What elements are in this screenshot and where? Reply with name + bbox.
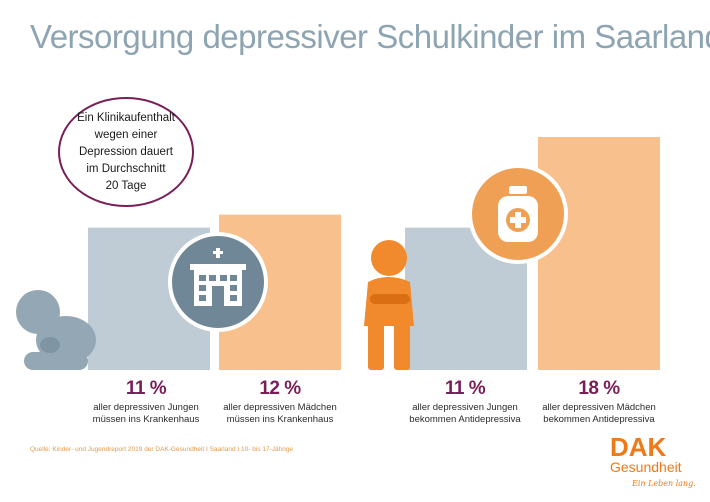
info-line: Ein Klinikaufenthalt <box>77 111 175 124</box>
hospital-icon <box>168 232 268 332</box>
bar-girls-antidepressants <box>538 137 660 370</box>
sad-child-sitting-icon <box>16 290 96 370</box>
info-callout: Ein Klinikaufenthalt wegen einer Depress… <box>58 97 194 207</box>
logo-slogan: Ein Leben lang. <box>631 479 696 488</box>
stat-description: aller depressiven Mädchen bekommen Antid… <box>524 402 674 426</box>
stat-desc-line: müssen ins Krankenhaus <box>92 414 200 425</box>
stat-desc-line: aller depressiven Jungen <box>412 402 518 413</box>
stat-percent: 12 % <box>259 378 301 399</box>
info-line: wegen einer <box>94 128 158 141</box>
info-line: im Durchschnitt <box>86 162 166 175</box>
stat-desc-line: bekommen Antidepressiva <box>543 414 655 425</box>
info-line: Depression dauert <box>79 145 173 158</box>
sad-child-standing-icon <box>364 240 414 370</box>
stat-desc-line: aller depressiven Mädchen <box>223 402 337 413</box>
stat-girls-antidepressants: 18 % aller depressiven Mädchen bekommen … <box>524 378 674 426</box>
stat-boys-antidepressants: 11 % aller depressiven Jungen bekommen A… <box>390 378 540 426</box>
stat-percent: 18 % <box>578 378 620 399</box>
logo-mark: DAK <box>610 432 667 462</box>
stat-desc-line: aller depressiven Jungen <box>93 402 199 413</box>
logo-brand: Gesundheit <box>610 459 682 475</box>
info-text: Ein Klinikaufenthalt wegen einer Depress… <box>66 110 186 195</box>
stat-percent: 11 % <box>125 378 167 399</box>
stat-desc-line: bekommen Antidepressiva <box>409 414 521 425</box>
stat-girls-hospital: 12 % aller depressiven Mädchen müssen in… <box>205 378 355 426</box>
stat-percent: 11 % <box>444 378 486 399</box>
page-title: Versorgung depressiver Schulkinder im Sa… <box>30 18 710 55</box>
stat-boys-hospital: 11 % aller depressiven Jungen müssen ins… <box>71 378 221 426</box>
medicine-bottle-icon <box>468 164 568 264</box>
stat-desc-line: aller depressiven Mädchen <box>542 402 656 413</box>
stat-description: aller depressiven Jungen bekommen Antide… <box>390 402 540 426</box>
info-line: 20 Tage <box>105 179 147 192</box>
source-note: Quelle: Kinder- und Jugendreport 2019 de… <box>30 446 294 453</box>
stat-desc-line: müssen ins Krankenhaus <box>226 414 334 425</box>
stat-description: aller depressiven Mädchen müssen ins Kra… <box>205 402 355 426</box>
stat-description: aller depressiven Jungen müssen ins Kran… <box>71 402 221 426</box>
dak-logo: DAK Gesundheit Ein Leben lang. <box>610 432 696 488</box>
